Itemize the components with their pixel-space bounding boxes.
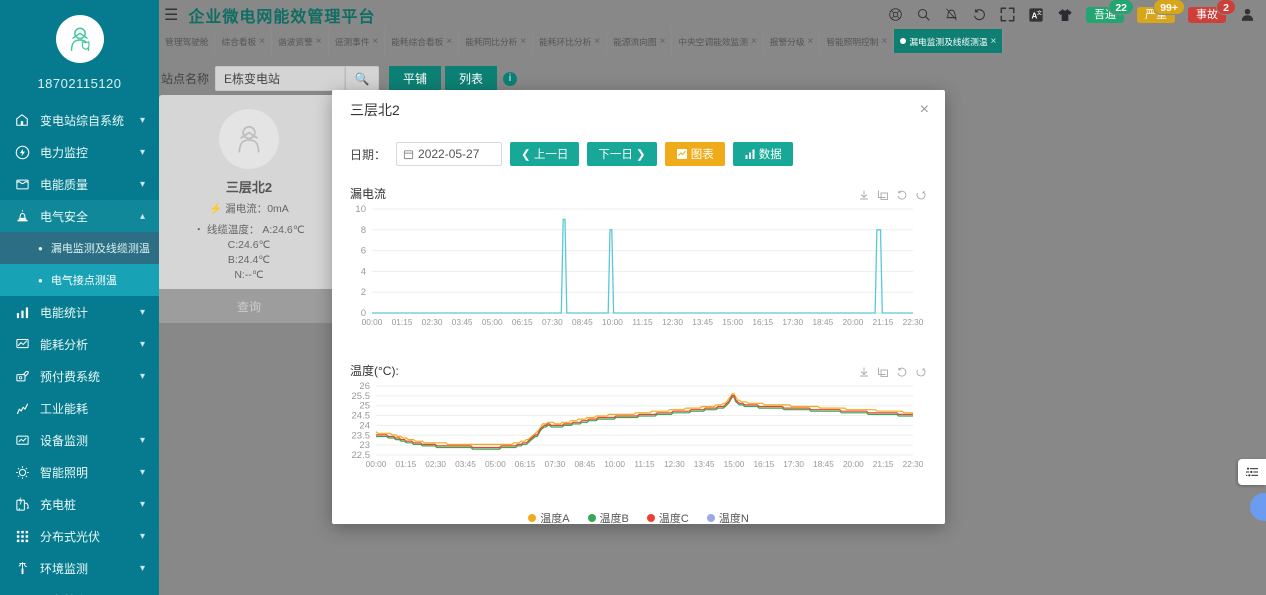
svg-text:6: 6 — [361, 246, 366, 257]
svg-text:26: 26 — [359, 381, 370, 392]
svg-text:15:00: 15:00 — [724, 459, 745, 469]
svg-text:8: 8 — [361, 225, 366, 236]
svg-text:15:00: 15:00 — [722, 317, 743, 327]
svg-text:20:00: 20:00 — [843, 317, 864, 327]
svg-text:11:15: 11:15 — [634, 459, 655, 469]
svg-text:24: 24 — [359, 420, 370, 431]
svg-text:08:45: 08:45 — [574, 459, 595, 469]
svg-text:2: 2 — [361, 287, 366, 298]
svg-text:13:45: 13:45 — [692, 317, 713, 327]
svg-text:24.5: 24.5 — [352, 411, 371, 422]
svg-text:05:00: 05:00 — [485, 459, 506, 469]
svg-text:21:15: 21:15 — [873, 317, 894, 327]
svg-text:10:00: 10:00 — [602, 317, 623, 327]
svg-text:23: 23 — [359, 440, 370, 451]
svg-text:10:00: 10:00 — [604, 459, 625, 469]
svg-text:08:45: 08:45 — [572, 317, 593, 327]
svg-text:02:30: 02:30 — [425, 459, 446, 469]
svg-text:11:15: 11:15 — [632, 317, 653, 327]
svg-text:07:30: 07:30 — [545, 459, 566, 469]
svg-text:03:45: 03:45 — [455, 459, 476, 469]
svg-text:02:30: 02:30 — [422, 317, 443, 327]
svg-text:25.5: 25.5 — [352, 391, 371, 402]
svg-text:01:15: 01:15 — [395, 459, 416, 469]
svg-text:18:45: 18:45 — [812, 317, 833, 327]
svg-text:22:30: 22:30 — [903, 317, 924, 327]
svg-text:05:00: 05:00 — [482, 317, 503, 327]
svg-text:18:45: 18:45 — [813, 459, 834, 469]
svg-text:25: 25 — [359, 401, 370, 412]
svg-text:17:30: 17:30 — [783, 459, 804, 469]
svg-text:10: 10 — [355, 204, 366, 215]
svg-text:16:15: 16:15 — [752, 317, 773, 327]
svg-text:20:00: 20:00 — [843, 459, 864, 469]
svg-text:12:30: 12:30 — [662, 317, 683, 327]
svg-text:23.5: 23.5 — [352, 430, 371, 441]
svg-text:22:30: 22:30 — [903, 459, 924, 469]
svg-text:06:15: 06:15 — [512, 317, 533, 327]
svg-text:07:30: 07:30 — [542, 317, 563, 327]
svg-text:13:45: 13:45 — [694, 459, 715, 469]
svg-text:17:30: 17:30 — [782, 317, 803, 327]
svg-text:06:15: 06:15 — [515, 459, 536, 469]
svg-text:12:30: 12:30 — [664, 459, 685, 469]
svg-text:01:15: 01:15 — [392, 317, 413, 327]
svg-text:00:00: 00:00 — [366, 459, 387, 469]
svg-text:16:15: 16:15 — [753, 459, 774, 469]
svg-text:21:15: 21:15 — [873, 459, 894, 469]
svg-text:4: 4 — [361, 266, 366, 277]
svg-text:03:45: 03:45 — [452, 317, 473, 327]
svg-text:00:00: 00:00 — [362, 317, 383, 327]
